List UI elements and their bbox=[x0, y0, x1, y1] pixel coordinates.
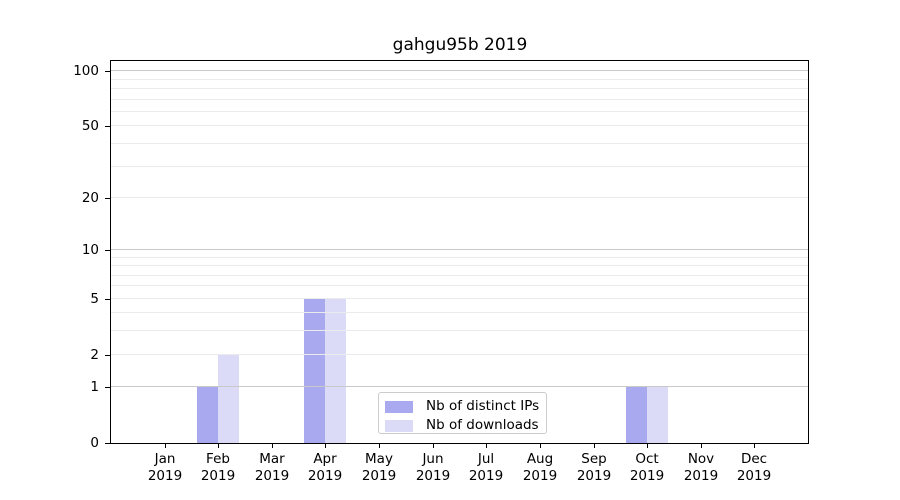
y-axis-tick-label-1: 1 bbox=[90, 379, 99, 395]
legend-entry-downloads: Nb of downloads bbox=[385, 417, 539, 433]
gridline-minor-40 bbox=[111, 143, 808, 145]
x-axis-tick-label-nov: Nov 2019 bbox=[671, 451, 731, 485]
legend: Nb of distinct IPs Nb of downloads bbox=[378, 392, 547, 434]
x-axis-tick-mark-jun bbox=[433, 443, 434, 448]
gridline-minor-20 bbox=[111, 196, 808, 198]
x-axis-month-apr: Apr bbox=[313, 451, 337, 467]
gridline-minor-4 bbox=[111, 312, 808, 314]
x-axis-year-mar: 2019 bbox=[254, 468, 290, 484]
x-axis-month-nov: Nov bbox=[687, 451, 715, 467]
x-axis-tick-mark-mar bbox=[272, 443, 273, 448]
bar-nb-of-distinct-ips-apr bbox=[304, 298, 326, 443]
x-axis-tick-mark-may bbox=[379, 443, 380, 448]
gridline-minor-7 bbox=[111, 274, 808, 276]
gridline-minor-9 bbox=[111, 256, 808, 258]
gridline-minor-90 bbox=[111, 78, 808, 80]
y-axis-tick-label-10: 10 bbox=[81, 242, 99, 258]
x-axis-tick-label-jul: Jul 2019 bbox=[456, 451, 516, 485]
y-axis-tick-mark-100 bbox=[105, 71, 110, 72]
x-axis-tick-mark-dec bbox=[754, 443, 755, 448]
x-axis-tick-label-sep: Sep 2019 bbox=[564, 451, 624, 485]
x-axis-month-may: May bbox=[365, 451, 393, 467]
gridline-minor-8 bbox=[111, 265, 808, 267]
x-axis-tick-label-oct: Oct 2019 bbox=[617, 451, 677, 485]
gridline-minor-6 bbox=[111, 285, 808, 287]
x-axis-tick-label-mar: Mar 2019 bbox=[242, 451, 302, 485]
bar-nb-of-distinct-ips-feb bbox=[197, 387, 219, 443]
y-axis-tick-label-5: 5 bbox=[90, 291, 99, 307]
x-axis-year-jun: 2019 bbox=[415, 468, 451, 484]
x-axis-tick-mark-apr bbox=[325, 443, 326, 448]
x-axis-year-sep: 2019 bbox=[576, 468, 612, 484]
x-axis-tick-label-jun: Jun 2019 bbox=[403, 451, 463, 485]
x-axis-tick-label-feb: Feb 2019 bbox=[188, 451, 248, 485]
x-axis-month-mar: Mar bbox=[259, 451, 285, 467]
gridline-minor-50 bbox=[111, 125, 808, 127]
x-axis-tick-label-dec: Dec 2019 bbox=[724, 451, 784, 485]
gridline-minor-30 bbox=[111, 165, 808, 167]
y-axis-tick-label-50: 50 bbox=[81, 118, 99, 134]
gridline-major-1 bbox=[111, 386, 808, 388]
x-axis-tick-mark-jul bbox=[486, 443, 487, 448]
gridline-minor-70 bbox=[111, 98, 808, 100]
x-axis-month-dec: Dec bbox=[740, 451, 768, 467]
legend-entry-distinct-ips: Nb of distinct IPs bbox=[385, 398, 540, 414]
x-axis-month-aug: Aug bbox=[526, 451, 554, 467]
y-axis-tick-label-100: 100 bbox=[73, 63, 99, 79]
x-axis-tick-mark-feb bbox=[218, 443, 219, 448]
x-axis-tick-mark-jan bbox=[165, 443, 166, 448]
x-axis-tick-mark-oct bbox=[647, 443, 648, 448]
legend-swatch-distinct-ips bbox=[385, 400, 413, 413]
gridline-minor-2 bbox=[111, 353, 808, 355]
x-axis-year-nov: 2019 bbox=[683, 468, 719, 484]
y-axis-tick-mark-0 bbox=[105, 443, 110, 444]
x-axis-tick-mark-aug bbox=[540, 443, 541, 448]
x-axis-tick-label-aug: Aug 2019 bbox=[510, 451, 570, 485]
y-axis-tick-mark-20 bbox=[105, 198, 110, 199]
x-axis-year-may: 2019 bbox=[361, 468, 397, 484]
bar-nb-of-downloads-feb bbox=[218, 354, 240, 443]
x-axis-tick-mark-nov bbox=[701, 443, 702, 448]
x-axis-year-apr: 2019 bbox=[307, 468, 343, 484]
y-axis-tick-label-20: 20 bbox=[81, 190, 99, 206]
gridline-minor-5 bbox=[111, 297, 808, 299]
bar-nb-of-distinct-ips-oct bbox=[626, 387, 648, 443]
y-axis-tick-mark-10 bbox=[105, 250, 110, 251]
y-axis-tick-label-2: 2 bbox=[90, 347, 99, 363]
x-axis-month-jul: Jul bbox=[477, 451, 495, 467]
bar-nb-of-downloads-apr bbox=[325, 298, 347, 443]
gridline-minor-60 bbox=[111, 111, 808, 113]
x-axis-month-sep: Sep bbox=[581, 451, 607, 467]
x-axis-month-oct: Oct bbox=[635, 451, 659, 467]
x-axis-tick-label-jan: Jan 2019 bbox=[135, 451, 195, 485]
x-axis-year-jul: 2019 bbox=[468, 468, 504, 484]
y-axis-tick-mark-2 bbox=[105, 355, 110, 356]
y-axis-tick-mark-1 bbox=[105, 387, 110, 388]
chart-title: gahgu95b 2019 bbox=[392, 35, 528, 55]
x-axis-year-oct: 2019 bbox=[629, 468, 665, 484]
gridline-major-100 bbox=[111, 70, 808, 72]
y-axis-tick-label-0: 0 bbox=[90, 435, 99, 451]
x-axis-month-jan: Jan bbox=[154, 451, 176, 467]
x-axis-month-jun: Jun bbox=[422, 451, 444, 467]
x-axis-year-dec: 2019 bbox=[736, 468, 772, 484]
x-axis-year-aug: 2019 bbox=[522, 468, 558, 484]
plot-area bbox=[110, 60, 809, 444]
bar-nb-of-downloads-oct bbox=[647, 387, 669, 443]
gridline-major-10 bbox=[111, 248, 808, 250]
legend-swatch-downloads bbox=[385, 419, 413, 432]
legend-label-downloads: Nb of downloads bbox=[426, 417, 539, 433]
x-axis-year-feb: 2019 bbox=[200, 468, 236, 484]
y-axis-tick-mark-50 bbox=[105, 126, 110, 127]
x-axis-month-feb: Feb bbox=[206, 451, 230, 467]
legend-label-distinct-ips: Nb of distinct IPs bbox=[426, 398, 540, 414]
x-axis-tick-label-may: May 2019 bbox=[349, 451, 409, 485]
x-axis-tick-mark-sep bbox=[594, 443, 595, 448]
y-axis-tick-mark-5 bbox=[105, 299, 110, 300]
x-axis-tick-label-apr: Apr 2019 bbox=[295, 451, 355, 485]
gridline-minor-80 bbox=[111, 88, 808, 90]
gridline-minor-3 bbox=[111, 330, 808, 332]
x-axis-year-jan: 2019 bbox=[147, 468, 183, 484]
